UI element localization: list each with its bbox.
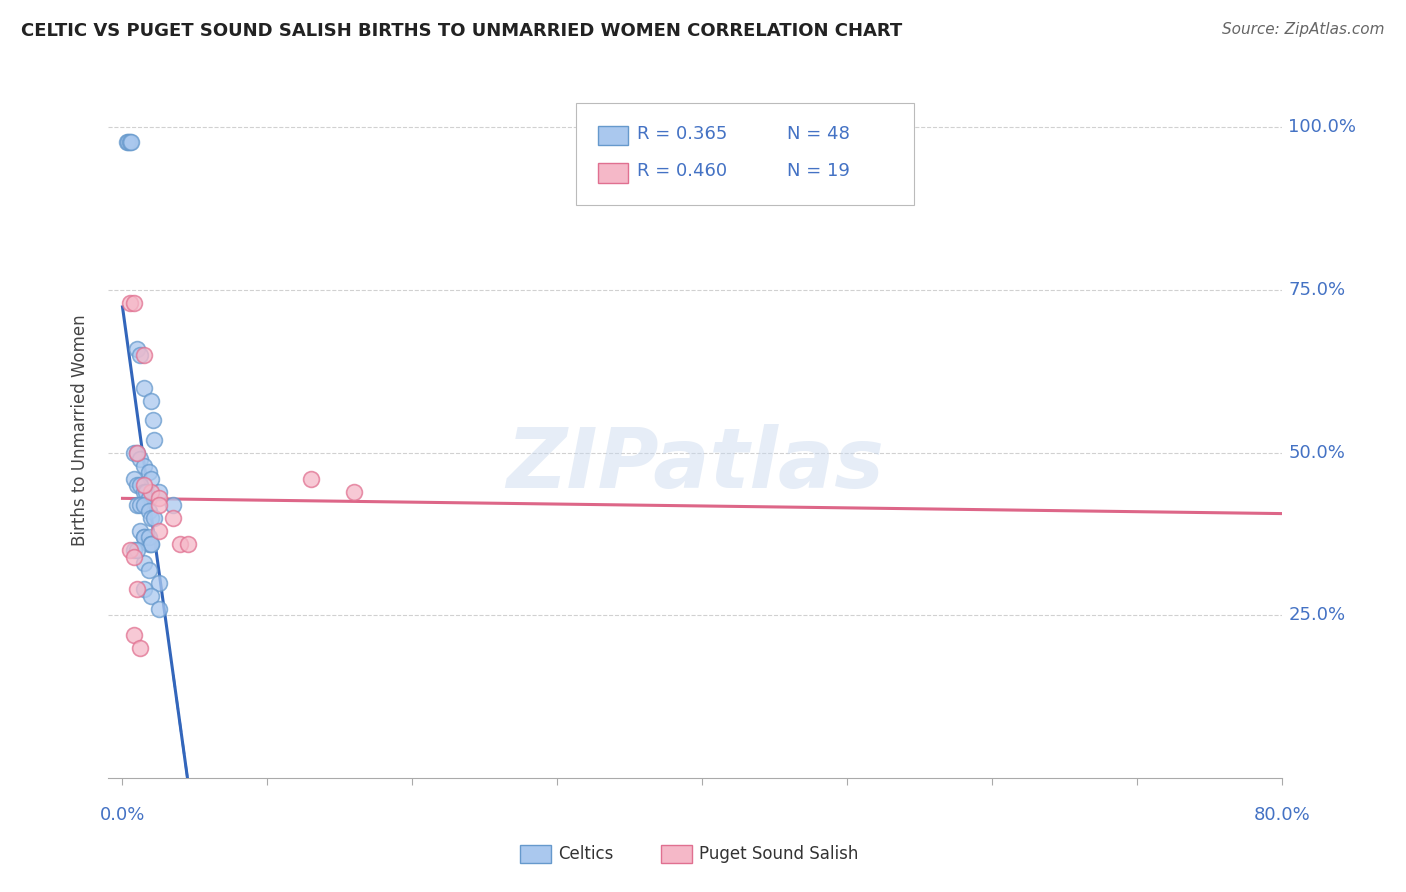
Point [117, 136, 139, 150]
Point [118, 296, 141, 310]
Text: 80.0%: 80.0% [1254, 805, 1310, 824]
Text: 25.0%: 25.0% [1288, 607, 1346, 624]
Point [343, 484, 366, 499]
Point [134, 484, 156, 499]
Point [125, 478, 148, 492]
Point [148, 484, 170, 499]
Point [141, 510, 163, 524]
Point [128, 498, 150, 512]
Text: R = 0.460: R = 0.460 [637, 162, 727, 180]
Point [148, 602, 170, 616]
Text: 0.0%: 0.0% [100, 805, 145, 824]
Point [138, 465, 160, 479]
Point [141, 537, 163, 551]
Point [125, 342, 148, 356]
Point [148, 524, 170, 538]
Point [118, 136, 141, 150]
Point [148, 498, 170, 512]
Point [120, 136, 142, 150]
Point [162, 498, 184, 512]
Point [141, 537, 163, 551]
Text: N = 48: N = 48 [787, 125, 851, 143]
Point [134, 530, 156, 544]
Point [138, 537, 160, 551]
Point [122, 446, 145, 460]
Point [134, 557, 156, 571]
Point [142, 413, 165, 427]
Point [122, 549, 145, 564]
Y-axis label: Births to Unmarried Women: Births to Unmarried Women [72, 314, 89, 546]
Point [143, 433, 166, 447]
Point [134, 348, 156, 362]
Point [162, 510, 184, 524]
Point [138, 530, 160, 544]
Point [134, 458, 156, 473]
Point [134, 530, 156, 544]
Point [169, 537, 191, 551]
Text: 100.0%: 100.0% [1288, 119, 1357, 136]
Point [128, 524, 150, 538]
Point [125, 446, 148, 460]
Point [138, 491, 160, 506]
Text: Source: ZipAtlas.com: Source: ZipAtlas.com [1222, 22, 1385, 37]
Point [135, 484, 157, 499]
Text: 75.0%: 75.0% [1288, 281, 1346, 299]
Point [128, 478, 150, 492]
Point [122, 296, 145, 310]
Text: Puget Sound Salish: Puget Sound Salish [699, 845, 858, 863]
Point [177, 537, 200, 551]
Point [122, 472, 145, 486]
Text: N = 19: N = 19 [787, 162, 851, 180]
Text: R = 0.365: R = 0.365 [637, 125, 727, 143]
Text: 50.0%: 50.0% [1288, 443, 1346, 462]
Point [141, 484, 163, 499]
Text: CELTIC VS PUGET SOUND SALISH BIRTHS TO UNMARRIED WOMEN CORRELATION CHART: CELTIC VS PUGET SOUND SALISH BIRTHS TO U… [21, 22, 903, 40]
Point [141, 472, 163, 486]
Point [118, 543, 141, 558]
Point [122, 628, 145, 642]
Point [128, 640, 150, 655]
Point [134, 582, 156, 597]
Point [148, 491, 170, 506]
Point [138, 504, 160, 518]
Point [125, 543, 148, 558]
Point [299, 472, 322, 486]
Text: ZIPatlas: ZIPatlas [506, 425, 884, 505]
Point [122, 543, 145, 558]
Point [134, 498, 156, 512]
Point [141, 589, 163, 603]
Point [141, 393, 163, 408]
Point [125, 498, 148, 512]
Point [125, 582, 148, 597]
Point [143, 510, 166, 524]
Point [115, 136, 138, 150]
Point [134, 478, 156, 492]
Point [125, 446, 148, 460]
Point [138, 563, 160, 577]
Point [128, 452, 150, 467]
Text: Celtics: Celtics [558, 845, 613, 863]
Point [128, 348, 150, 362]
Point [134, 381, 156, 395]
Point [148, 575, 170, 590]
